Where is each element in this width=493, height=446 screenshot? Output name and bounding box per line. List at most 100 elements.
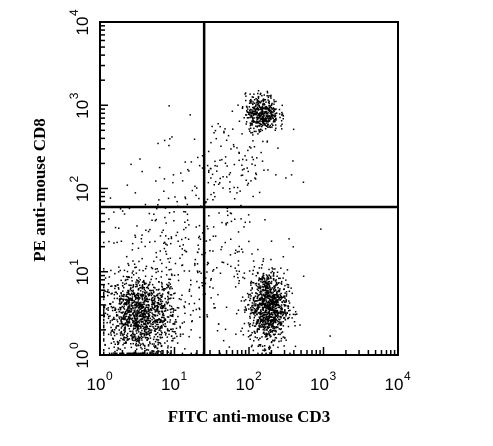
event-dot-p0 — [154, 345, 157, 347]
event-dot-p0 — [148, 293, 151, 295]
event-dot-p0 — [132, 289, 134, 292]
event-dot-p0 — [139, 325, 141, 327]
event-dot-p1 — [256, 288, 259, 290]
event-dot-p0 — [145, 332, 147, 335]
event-dot-p0 — [156, 308, 159, 311]
event-dot-p0 — [141, 304, 144, 306]
event-dot-p0 — [154, 305, 157, 307]
event-dot-p2 — [257, 97, 260, 100]
event-dot-p2 — [262, 103, 264, 105]
event-dot-p0 — [156, 321, 159, 323]
event-dot-p0 — [190, 352, 192, 355]
event-dot-p0 — [140, 323, 143, 326]
event-dot-p1 — [261, 276, 264, 278]
event-dot-p0 — [162, 321, 164, 324]
event-dot-p0 — [124, 347, 126, 349]
event-dot-p1 — [282, 325, 285, 327]
event-dot-p1 — [272, 300, 274, 302]
event-dot-p1 — [276, 310, 278, 312]
event-dot-p0 — [137, 339, 139, 341]
event-dot-p2 — [263, 94, 265, 96]
y-tick-label: 101 — [67, 259, 92, 285]
event-dot-p1 — [264, 305, 266, 307]
event-dot-p1 — [245, 308, 247, 310]
event-dot-p2 — [262, 117, 264, 119]
event-dot-p1 — [270, 277, 272, 280]
event-dot-p0 — [107, 309, 109, 311]
event-dot-p0 — [164, 318, 166, 321]
event-dot-p0 — [137, 344, 140, 347]
event-dot-p3 — [238, 245, 240, 248]
event-dot-p0 — [144, 347, 146, 350]
event-dot-p2 — [257, 108, 260, 110]
event-dot-p3 — [329, 335, 331, 337]
event-dot-p1 — [270, 302, 272, 305]
event-dot-p3 — [134, 236, 137, 238]
event-dot-p2 — [251, 120, 253, 122]
event-dot-p1 — [294, 345, 297, 348]
event-dot-p2 — [241, 107, 244, 109]
event-dot-p0 — [119, 339, 121, 342]
event-dot-p0 — [121, 284, 124, 287]
event-dot-p0 — [181, 322, 184, 324]
event-dot-p3 — [170, 236, 173, 238]
event-dot-p1 — [284, 284, 286, 287]
event-dot-p2 — [262, 104, 264, 106]
event-dot-p0 — [148, 298, 151, 301]
event-dot-p0 — [103, 352, 105, 355]
event-dot-p0 — [130, 307, 132, 310]
event-dot-p1 — [273, 340, 275, 342]
event-dot-p0 — [162, 324, 165, 326]
event-dot-p3 — [199, 238, 202, 240]
event-dot-p4 — [214, 160, 216, 163]
event-dot-p0 — [167, 295, 169, 298]
event-dot-p1 — [277, 323, 279, 326]
event-dot-p3 — [118, 227, 120, 229]
event-dot-p2 — [252, 120, 255, 122]
event-dot-p3 — [134, 192, 137, 194]
event-dot-p1 — [278, 306, 281, 309]
event-dot-p2 — [262, 100, 265, 103]
event-dot-p0 — [127, 298, 130, 300]
event-dot-p0 — [128, 322, 130, 324]
event-dot-p2 — [257, 125, 259, 127]
event-dot-p0 — [124, 323, 127, 325]
event-dot-p0 — [138, 298, 140, 301]
event-dot-p1 — [262, 283, 264, 285]
event-dot-p0 — [149, 342, 151, 345]
event-dot-p0 — [138, 303, 140, 306]
event-dot-p1 — [258, 294, 260, 296]
event-dot-p1 — [262, 321, 264, 324]
event-dot-p0 — [153, 314, 155, 316]
event-dot-p2 — [244, 93, 246, 95]
event-dot-p0 — [142, 351, 144, 354]
event-dot-p0 — [111, 330, 114, 332]
event-dot-p0 — [131, 337, 133, 340]
event-dot-p2 — [262, 99, 264, 101]
event-dot-p3 — [235, 249, 237, 251]
event-dot-p3 — [152, 302, 154, 305]
event-dot-p1 — [250, 308, 252, 311]
event-dot-p2 — [260, 111, 262, 113]
event-dot-p2 — [267, 114, 269, 117]
event-dot-p2 — [270, 112, 273, 114]
event-dot-p3 — [204, 277, 207, 279]
event-dot-p0 — [162, 312, 164, 315]
event-dot-p2 — [275, 127, 277, 130]
event-dot-p1 — [257, 319, 259, 322]
event-dot-p1 — [270, 308, 273, 311]
event-dot-p3 — [265, 314, 268, 316]
event-dot-p0 — [167, 309, 169, 311]
event-dot-p0 — [170, 294, 173, 296]
event-dot-p2 — [269, 116, 271, 118]
event-dot-p0 — [119, 306, 121, 309]
event-dot-p0 — [114, 291, 116, 294]
event-dot-p0 — [143, 326, 145, 328]
event-dot-p2 — [281, 113, 284, 115]
event-dot-p0 — [118, 317, 121, 320]
event-dot-p1 — [275, 307, 278, 309]
event-dot-p0 — [154, 328, 157, 330]
event-dot-p0 — [154, 329, 156, 331]
event-dot-p0 — [122, 334, 124, 337]
event-dot-p3 — [175, 234, 177, 237]
